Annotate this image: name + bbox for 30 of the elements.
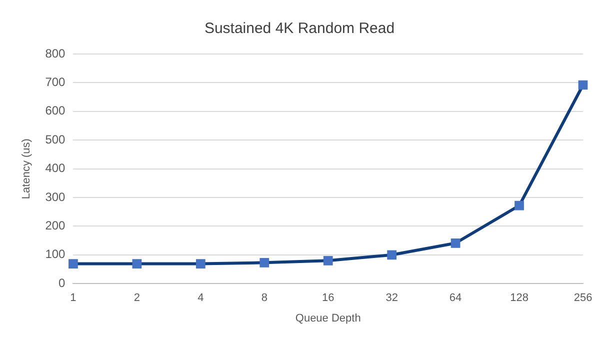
x-tick-label: 1: [70, 292, 76, 304]
point: [514, 200, 524, 210]
y-tick-label: 500: [45, 132, 66, 146]
y-tick-label: 800: [45, 46, 66, 60]
x-tick-label: 256: [574, 292, 592, 304]
x-tick-label: 32: [386, 292, 398, 304]
y-tick-label: 300: [45, 190, 66, 204]
x-tick-label: 2: [134, 292, 140, 304]
y-axis-title: Latency (us): [20, 138, 33, 200]
y-tick-label: 400: [45, 161, 66, 176]
y-tick-label: 600: [45, 104, 66, 118]
y-tick-label: 100: [45, 247, 66, 262]
y-tick-label: 200: [45, 218, 66, 233]
y-tick-label: 700: [45, 75, 66, 90]
point: [450, 238, 460, 248]
point: [578, 80, 588, 90]
point: [260, 258, 270, 268]
y-tick-label: 0: [58, 276, 66, 290]
x-axis-title: Queue Depth: [295, 312, 361, 324]
x-tick-label: 128: [510, 292, 528, 304]
x-tick-label: 64: [449, 292, 462, 304]
x-tick-label: 8: [261, 292, 268, 304]
x-tick-label: 4: [198, 292, 204, 304]
point: [196, 259, 206, 268]
point: [387, 250, 397, 260]
x-tick-label: 16: [322, 292, 334, 304]
point: [323, 256, 333, 266]
chart-title: Sustained 4K Random Read: [204, 20, 395, 38]
point: [68, 259, 78, 268]
point: [132, 259, 142, 268]
